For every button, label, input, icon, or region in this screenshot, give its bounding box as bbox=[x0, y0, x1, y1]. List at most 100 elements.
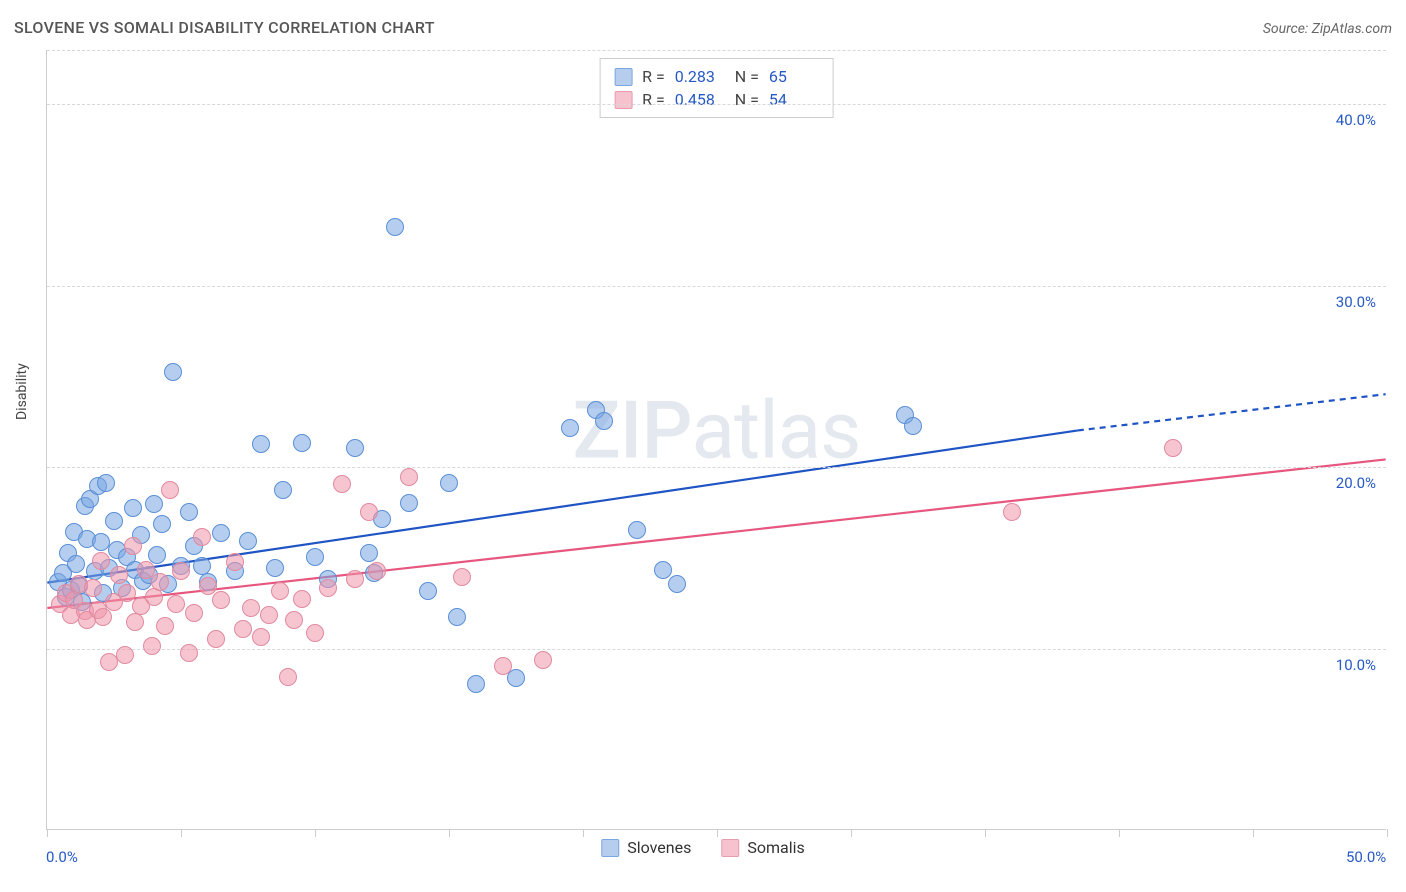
data-point bbox=[306, 624, 324, 642]
data-point bbox=[507, 669, 525, 687]
data-point bbox=[84, 579, 102, 597]
data-point bbox=[360, 503, 378, 521]
data-point bbox=[306, 548, 324, 566]
x-tick bbox=[47, 829, 48, 837]
legend-label: Slovenes bbox=[627, 838, 691, 857]
chart-title: SLOVENE VS SOMALI DISABILITY CORRELATION… bbox=[14, 18, 435, 37]
gridline bbox=[47, 50, 1386, 51]
x-tick bbox=[449, 829, 450, 837]
data-point bbox=[161, 481, 179, 499]
y-tick-label: 20.0% bbox=[1336, 474, 1376, 492]
y-axis-label: Disability bbox=[14, 363, 30, 420]
data-point bbox=[126, 613, 144, 631]
data-point bbox=[904, 417, 922, 435]
data-point bbox=[448, 608, 466, 626]
data-point bbox=[1164, 439, 1182, 457]
series-swatch bbox=[614, 91, 632, 109]
data-point bbox=[207, 630, 225, 648]
x-tick bbox=[1119, 829, 1120, 837]
x-tick bbox=[583, 829, 584, 837]
data-point bbox=[97, 474, 115, 492]
data-point bbox=[116, 646, 134, 664]
data-point bbox=[440, 474, 458, 492]
data-point bbox=[167, 595, 185, 613]
data-point bbox=[239, 532, 257, 550]
stat-r-label: R = bbox=[642, 90, 665, 109]
correlation-stats-box: R =0.283N =65R =0.458N =54 bbox=[599, 58, 834, 118]
data-point bbox=[252, 435, 270, 453]
data-point bbox=[143, 637, 161, 655]
stat-r-value: 0.458 bbox=[675, 90, 725, 109]
series-swatch bbox=[721, 839, 739, 857]
data-point bbox=[199, 577, 217, 595]
stat-n-label: N = bbox=[735, 67, 759, 86]
y-tick-label: 40.0% bbox=[1336, 111, 1376, 129]
data-point bbox=[494, 657, 512, 675]
series-swatch bbox=[601, 839, 619, 857]
x-tick bbox=[181, 829, 182, 837]
data-point bbox=[180, 644, 198, 662]
data-point bbox=[105, 512, 123, 530]
x-tick bbox=[985, 829, 986, 837]
data-point bbox=[193, 557, 211, 575]
data-point bbox=[180, 503, 198, 521]
x-tick-label: 50.0% bbox=[1346, 848, 1386, 866]
gridline bbox=[47, 649, 1386, 650]
data-point bbox=[67, 555, 85, 573]
data-point bbox=[212, 524, 230, 542]
data-point bbox=[285, 611, 303, 629]
data-point bbox=[124, 499, 142, 517]
data-point bbox=[386, 218, 404, 236]
data-point bbox=[319, 579, 337, 597]
data-point bbox=[185, 604, 203, 622]
x-tick bbox=[1253, 829, 1254, 837]
data-point bbox=[110, 566, 128, 584]
data-point bbox=[293, 434, 311, 452]
data-point bbox=[260, 606, 278, 624]
data-point bbox=[156, 617, 174, 635]
gridline bbox=[47, 467, 1386, 468]
data-point bbox=[279, 668, 297, 686]
stat-r-label: R = bbox=[642, 67, 665, 86]
x-tick bbox=[851, 829, 852, 837]
data-point bbox=[193, 528, 211, 546]
x-tick bbox=[315, 829, 316, 837]
trendlines-layer bbox=[47, 50, 1386, 829]
data-point bbox=[164, 363, 182, 381]
data-point bbox=[668, 575, 686, 593]
stat-n-value: 54 bbox=[769, 90, 819, 109]
data-point bbox=[628, 521, 646, 539]
y-tick-label: 10.0% bbox=[1336, 656, 1376, 674]
source-attribution: Source: ZipAtlas.com bbox=[1263, 21, 1392, 37]
data-point bbox=[151, 573, 169, 591]
data-point bbox=[346, 439, 364, 457]
data-point bbox=[368, 562, 386, 580]
data-point bbox=[92, 552, 110, 570]
data-point bbox=[242, 599, 260, 617]
legend-item: Somalis bbox=[721, 838, 804, 857]
legend-label: Somalis bbox=[747, 838, 804, 857]
gridline bbox=[47, 104, 1386, 105]
data-point bbox=[400, 494, 418, 512]
data-point bbox=[172, 562, 190, 580]
data-point bbox=[271, 582, 289, 600]
data-point bbox=[419, 582, 437, 600]
data-point bbox=[453, 568, 471, 586]
data-point bbox=[346, 570, 364, 588]
data-point bbox=[234, 620, 252, 638]
data-point bbox=[654, 561, 672, 579]
stats-row: R =0.283N =65 bbox=[614, 65, 819, 88]
series-swatch bbox=[614, 68, 632, 86]
y-tick-label: 30.0% bbox=[1336, 293, 1376, 311]
data-point bbox=[266, 559, 284, 577]
scatter-chart: ZIPatlas R =0.283N =65R =0.458N =54 10.0… bbox=[46, 50, 1386, 830]
data-point bbox=[212, 591, 230, 609]
data-point bbox=[595, 412, 613, 430]
data-point bbox=[333, 475, 351, 493]
data-point bbox=[226, 553, 244, 571]
gridline bbox=[47, 286, 1386, 287]
x-tick-label: 0.0% bbox=[46, 848, 78, 866]
stat-n-label: N = bbox=[735, 90, 759, 109]
data-point bbox=[293, 590, 311, 608]
x-tick bbox=[717, 829, 718, 837]
